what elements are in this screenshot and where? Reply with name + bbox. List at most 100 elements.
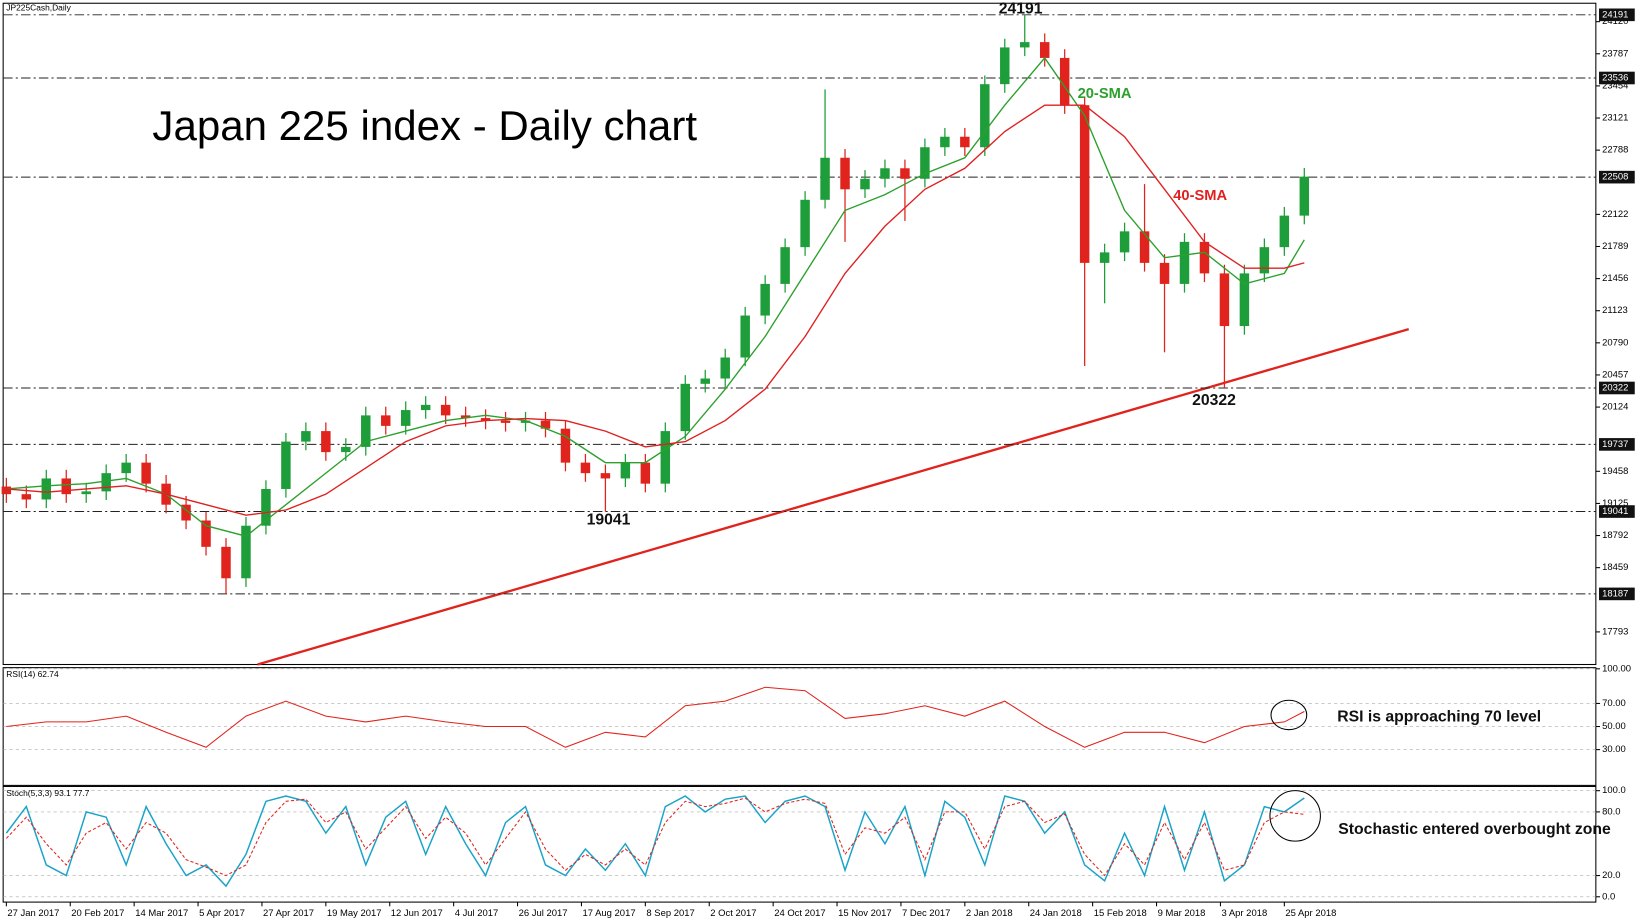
candle-body [400,410,411,426]
candle-body [700,378,710,384]
level-label-box [1599,438,1635,451]
level-label-box [1599,587,1635,601]
y-tick-label: 18792 [1602,530,1628,541]
level-label: 20322 [1602,382,1628,393]
candle-body [1000,47,1010,85]
candle-body [281,441,291,489]
plot-layer: 17793 18459 18792 19125 19458 20124 20457 20790… [1,8,1635,919]
y-tick-label: 0.0 [1602,891,1615,902]
y-tick-label: 19458 [1602,466,1628,477]
candle-body [560,428,571,463]
x-tick-label: 2 Oct 2017 [710,908,756,919]
level-label-box [1599,71,1635,85]
x-tick-label: 9 Mar 2018 [1158,908,1206,919]
candle-body [820,157,830,200]
candle-body [21,494,32,500]
candle-body [440,404,451,416]
x-tick-label: 27 Jan 2017 [7,908,59,919]
candle-body [740,315,750,358]
candle-body [960,136,970,148]
candle-body [720,357,730,379]
indicator-line [5,795,1305,888]
y-tick-label: 21789 [1602,241,1628,252]
x-tick-label: 5 Apr 2017 [199,908,245,919]
candle-body [760,283,770,316]
level-label-box [1599,170,1635,184]
candle-body [780,247,790,284]
indicator-line [6,686,1305,748]
candle-body [420,404,431,411]
candle-body [221,546,231,579]
sma-line [6,56,1305,537]
level-label: 24191 [1602,9,1628,20]
x-tick-label: 20 Feb 2017 [71,908,124,919]
candle-body [1039,42,1050,58]
x-tick-label: 4 Jul 2017 [455,908,499,919]
x-tick-label: 26 Jul 2017 [519,908,568,919]
x-tick-label: 15 Feb 2018 [1094,908,1147,919]
y-tick-label: 19125 [1602,498,1628,509]
x-tick-label: 14 Mar 2017 [135,908,188,919]
y-tick-label: 22122 [1602,209,1628,220]
x-tick-label: 12 Jun 2017 [391,908,443,919]
candle-body [201,520,211,547]
level-label-box [1599,8,1635,22]
y-tick-label: 22788 [1602,145,1628,156]
candle-body [181,504,191,521]
x-tick-label: 25 Apr 2018 [1285,908,1336,919]
price-panel [2,2,1597,666]
y-tick-label: 24120 [1602,16,1628,27]
candle-body [1079,105,1090,263]
candle-body [241,525,251,579]
candle-body [301,431,311,442]
level-label-box [1599,381,1635,395]
y-tick-label: 100.0 [1602,785,1626,796]
y-tick-label: 20124 [1602,402,1628,413]
indicator-line [5,797,1305,877]
y-tick-label: 21123 [1602,305,1628,316]
x-tick-label: 27 Apr 2017 [263,908,314,919]
candle-body [540,420,551,429]
x-tick-label: 7 Dec 2017 [902,908,950,919]
stoch-annotation-box: Stochastic entered overbought zone [1338,820,1611,838]
candle-body [880,168,890,179]
level-label-box [1599,505,1635,518]
level-label: 19737 [1602,439,1628,450]
y-tick-label: 21456 [1602,273,1628,284]
candle-body [460,415,471,419]
candle-body [620,462,631,479]
candle-body [940,136,950,148]
candle-body [1139,231,1150,263]
candle-body [1020,42,1030,48]
sma-line [6,104,1305,516]
candle-body [1099,252,1110,263]
rsi-highlight-circle [1270,699,1308,731]
candle-body [121,462,131,474]
y-tick-label: 20790 [1602,337,1628,348]
candle-body [860,178,870,190]
stoch-panel [2,785,1597,903]
y-tick-label: 17793 [1602,626,1628,637]
candle-body [840,157,850,190]
candle-body [261,488,271,526]
candle-body [640,462,651,484]
candle-body [580,462,591,474]
low-annotation: 19041 [587,512,631,529]
candle-body [1239,273,1250,327]
rsi-annotation: RSI is approaching 70 level [1337,708,1541,725]
x-tick-label: 3 Apr 2018 [1221,908,1267,919]
candle-body [381,415,391,426]
candle-body [500,420,511,423]
candle-body [1259,247,1270,274]
candle-body [1179,241,1190,284]
candle-body [141,462,151,484]
candle-body [361,415,371,447]
symbol-label: JP225Cash,Daily [6,3,71,13]
y-tick-label: 20457 [1602,369,1628,380]
x-tick-label: 17 Aug 2017 [582,908,635,919]
candle-body [1059,57,1070,106]
candle-body [520,420,531,423]
candle-body [341,446,351,453]
